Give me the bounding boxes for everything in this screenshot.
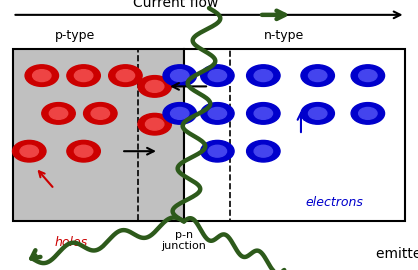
Bar: [138, 49, 230, 221]
Circle shape: [171, 107, 189, 119]
Circle shape: [247, 140, 280, 162]
Circle shape: [359, 70, 377, 82]
Circle shape: [301, 103, 334, 124]
Bar: [13, 49, 184, 221]
Circle shape: [208, 145, 227, 157]
Circle shape: [254, 107, 273, 119]
Circle shape: [359, 107, 377, 119]
Bar: [184, 49, 405, 221]
Circle shape: [49, 107, 68, 119]
Circle shape: [109, 65, 142, 86]
Circle shape: [84, 103, 117, 124]
Text: p-n
junction: p-n junction: [161, 230, 206, 251]
Text: Current flow: Current flow: [133, 0, 218, 10]
Circle shape: [91, 107, 110, 119]
Circle shape: [171, 70, 189, 82]
Circle shape: [208, 70, 227, 82]
Circle shape: [145, 118, 164, 130]
Text: holes: holes: [54, 237, 88, 249]
Circle shape: [163, 103, 196, 124]
Circle shape: [201, 65, 234, 86]
Text: emitted light: emitted light: [376, 247, 418, 261]
Circle shape: [145, 80, 164, 92]
Circle shape: [301, 65, 334, 86]
Circle shape: [254, 70, 273, 82]
Circle shape: [33, 70, 51, 82]
Circle shape: [67, 65, 100, 86]
Text: n-type: n-type: [264, 29, 304, 42]
Circle shape: [138, 76, 171, 97]
Text: p-type: p-type: [55, 29, 95, 42]
Circle shape: [67, 140, 100, 162]
Circle shape: [208, 107, 227, 119]
Circle shape: [201, 103, 234, 124]
Circle shape: [163, 65, 196, 86]
Circle shape: [74, 70, 93, 82]
Circle shape: [20, 145, 38, 157]
Circle shape: [351, 103, 385, 124]
Circle shape: [138, 113, 171, 135]
Circle shape: [247, 103, 280, 124]
Circle shape: [25, 65, 59, 86]
Circle shape: [201, 140, 234, 162]
Circle shape: [247, 65, 280, 86]
Circle shape: [13, 140, 46, 162]
Circle shape: [308, 107, 327, 119]
Circle shape: [42, 103, 75, 124]
Circle shape: [254, 145, 273, 157]
Circle shape: [308, 70, 327, 82]
Circle shape: [351, 65, 385, 86]
Circle shape: [116, 70, 135, 82]
Circle shape: [74, 145, 93, 157]
Text: electrons: electrons: [306, 196, 363, 209]
